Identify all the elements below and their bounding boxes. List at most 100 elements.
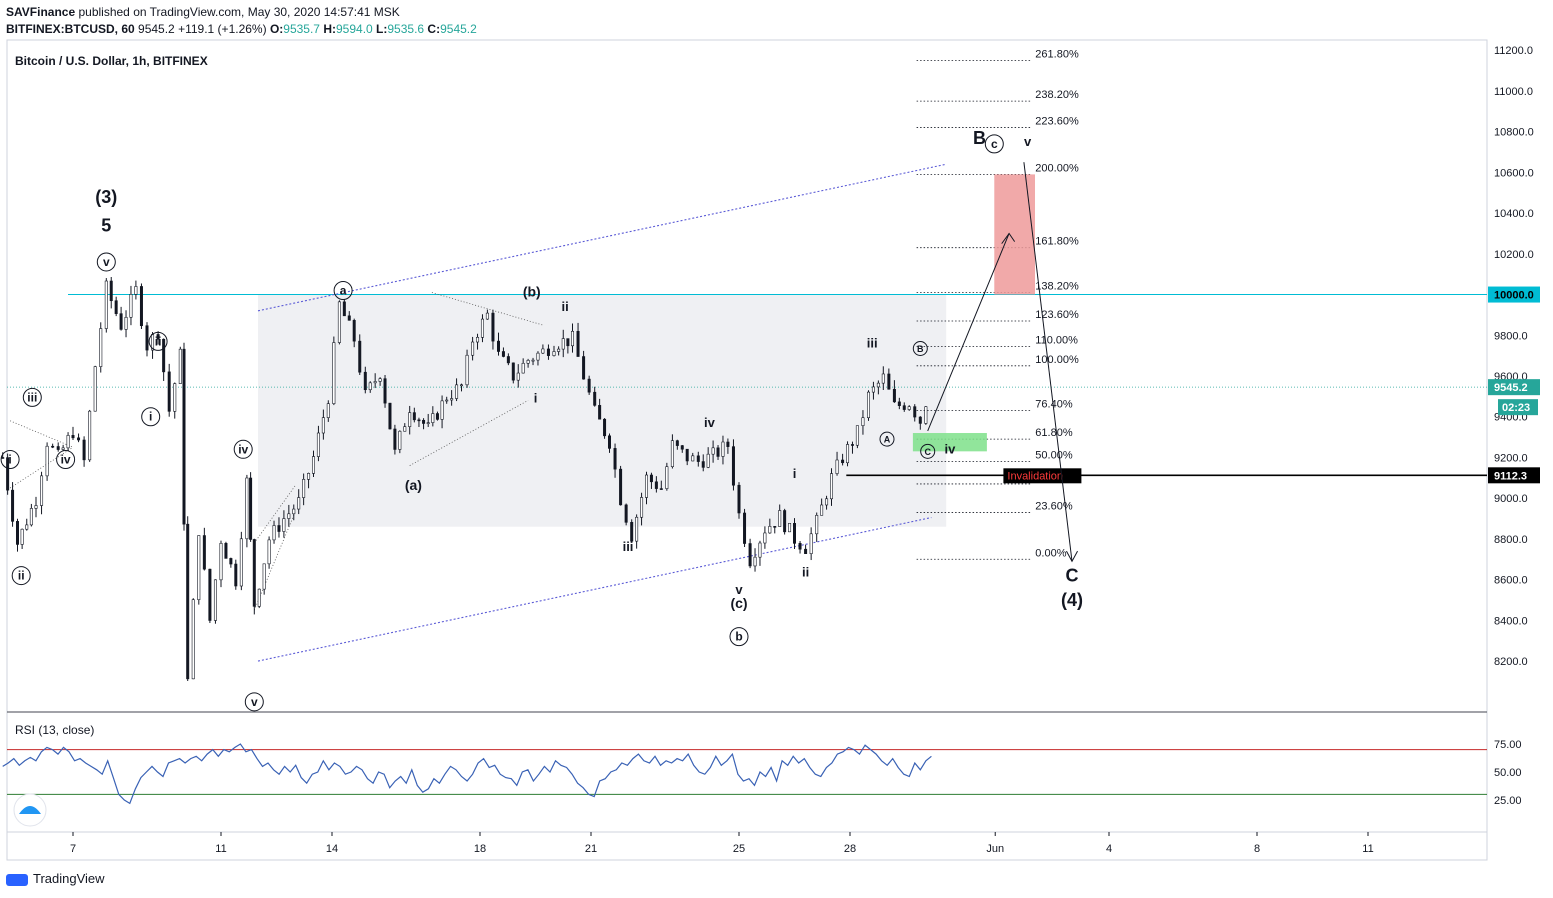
candle-body bbox=[6, 457, 10, 491]
candle-body bbox=[373, 381, 377, 384]
candle-body bbox=[716, 447, 720, 457]
last-price-tag-text: 9545.2 bbox=[1494, 382, 1528, 394]
candle-body bbox=[773, 526, 777, 528]
fib-level-label: 100.00% bbox=[1035, 354, 1079, 366]
candle-body bbox=[783, 510, 787, 533]
triangle-b-line bbox=[431, 292, 544, 326]
wave-label: v bbox=[1024, 134, 1032, 149]
high-label: H: bbox=[323, 22, 336, 36]
wave-label-circle bbox=[0, 449, 20, 469]
candle-body bbox=[511, 362, 515, 381]
candle-body bbox=[61, 447, 65, 450]
candle-body bbox=[804, 548, 808, 554]
candle-body bbox=[178, 348, 182, 384]
candle-body bbox=[440, 400, 444, 420]
candle-body bbox=[156, 334, 160, 340]
wave-label: v bbox=[103, 255, 110, 269]
candle-body bbox=[114, 300, 118, 314]
price-tick-label: 8800.0 bbox=[1494, 534, 1528, 546]
candle-body bbox=[825, 498, 829, 506]
candle-body bbox=[383, 378, 387, 404]
candle-body bbox=[892, 388, 896, 403]
publisher-name: SAVFinance bbox=[6, 5, 76, 19]
time-axis[interactable]: 7 11 14 18 21 25 28 Jun 4 8 11 bbox=[70, 832, 1374, 855]
candle-body bbox=[224, 543, 228, 559]
candle-body bbox=[897, 401, 901, 406]
published-line: SAVFinance published on TradingView.com,… bbox=[6, 5, 400, 19]
wave-label: i bbox=[534, 390, 538, 405]
candle-body bbox=[403, 426, 407, 432]
candle-body bbox=[876, 382, 880, 388]
candle-body bbox=[186, 523, 190, 680]
tv-logo-icon bbox=[19, 806, 41, 814]
candle-body bbox=[321, 417, 325, 434]
candle-body bbox=[93, 366, 97, 412]
candle-body bbox=[649, 474, 653, 483]
open-label: O: bbox=[269, 22, 284, 36]
wave-label: C bbox=[1066, 566, 1079, 586]
candle-body bbox=[866, 391, 870, 419]
candle-body bbox=[167, 371, 171, 412]
candle-body bbox=[88, 410, 92, 461]
candle-body bbox=[450, 398, 454, 401]
price-tick-label: 9000.0 bbox=[1494, 493, 1528, 505]
symbol-ohlc-line: BITFINEX:BTCUSD, 60 9545.2 +119.1 (+1.26… bbox=[6, 22, 477, 36]
candle-body bbox=[753, 556, 757, 567]
price-axis[interactable]: 8200.08400.08600.08800.09000.09200.09400… bbox=[1488, 45, 1540, 668]
fib-level-label: 261.80% bbox=[1035, 48, 1079, 60]
footer-brand[interactable]: TradingView bbox=[6, 871, 105, 886]
low-value: 9535.6 bbox=[387, 22, 425, 36]
candle-body bbox=[77, 437, 81, 441]
tv-badge[interactable] bbox=[13, 793, 47, 827]
candle-body bbox=[613, 448, 617, 470]
candle-body bbox=[576, 330, 580, 357]
candle-body bbox=[342, 301, 346, 317]
candle-body bbox=[245, 477, 249, 540]
fib-level-label: 110.00% bbox=[1035, 334, 1078, 346]
candle-body bbox=[546, 348, 550, 356]
wave-label-circle bbox=[148, 331, 168, 351]
candle-body bbox=[603, 418, 607, 437]
candle-body bbox=[768, 526, 772, 534]
time-tick-label: 8 bbox=[1254, 843, 1260, 855]
time-tick-label: 25 bbox=[733, 843, 745, 855]
time-tick-label: Jun bbox=[986, 843, 1004, 855]
wave-label: b bbox=[735, 630, 742, 644]
candle-body bbox=[249, 477, 253, 540]
wave-label: 5 bbox=[101, 215, 111, 235]
price-tick-label: 9800.0 bbox=[1494, 330, 1528, 342]
candle-body bbox=[408, 412, 412, 427]
candle-body bbox=[1, 457, 5, 459]
wave-label: (b) bbox=[523, 284, 541, 300]
candle-body bbox=[501, 351, 505, 357]
candle-body bbox=[496, 340, 500, 352]
candle-body bbox=[326, 403, 330, 418]
price-tick-label: 10200.0 bbox=[1494, 249, 1534, 261]
candle-body bbox=[829, 473, 833, 500]
channel-layer bbox=[9, 163, 947, 662]
rsi-tick-label: 25.00 bbox=[1494, 795, 1522, 807]
candle-body bbox=[871, 386, 875, 393]
candle-body bbox=[292, 508, 296, 515]
candle-body bbox=[332, 342, 336, 404]
candle-body bbox=[557, 348, 561, 352]
candle-body bbox=[798, 543, 802, 550]
rsi-tick-label: 75.00 bbox=[1494, 739, 1522, 751]
candle-body bbox=[213, 579, 217, 621]
candle-body bbox=[352, 320, 356, 342]
candle-body bbox=[182, 348, 186, 525]
candle-body bbox=[561, 338, 565, 350]
candle-body bbox=[887, 373, 891, 390]
wave-label: (c) bbox=[730, 595, 747, 611]
candle-body bbox=[297, 497, 301, 510]
time-tick-label: 21 bbox=[585, 843, 597, 855]
candle-body bbox=[219, 543, 223, 581]
candle-body bbox=[34, 505, 38, 509]
candle-body bbox=[29, 508, 33, 526]
wave-label: a bbox=[340, 283, 347, 297]
candle-body bbox=[134, 286, 138, 295]
invalidation-label: Invalidation bbox=[1007, 470, 1063, 482]
projection-up-arrow bbox=[927, 233, 1010, 432]
candle-body bbox=[445, 399, 449, 402]
